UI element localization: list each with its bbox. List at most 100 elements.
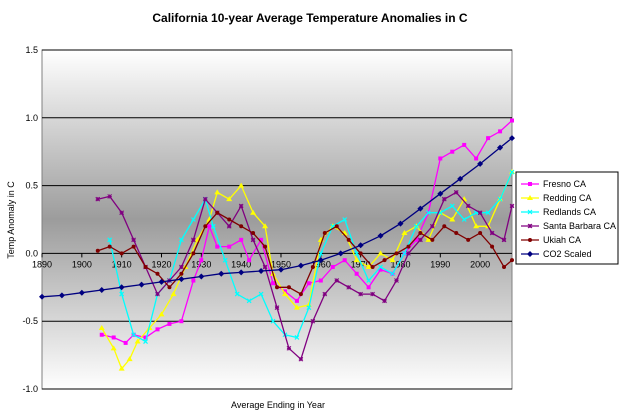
data-point	[489, 230, 495, 236]
data-point	[378, 267, 383, 272]
data-point	[382, 258, 387, 263]
data-point	[370, 291, 375, 297]
x-tick-label: 1900	[72, 259, 92, 269]
data-point	[461, 217, 467, 222]
data-point	[281, 291, 288, 297]
data-point	[131, 332, 137, 338]
data-point	[406, 251, 411, 256]
y-tick-label: 0.0	[25, 248, 38, 258]
data-point	[179, 264, 184, 270]
data-point	[509, 135, 515, 142]
data-point	[438, 156, 443, 161]
data-point	[406, 244, 411, 249]
data-point	[143, 335, 148, 340]
data-point	[457, 175, 464, 182]
data-point	[298, 356, 304, 362]
data-point	[222, 257, 228, 263]
data-point	[277, 266, 284, 273]
data-point	[441, 196, 447, 202]
data-point	[134, 338, 141, 344]
data-point	[450, 149, 455, 154]
data-point	[342, 258, 347, 263]
data-point	[239, 224, 244, 229]
data-point	[275, 285, 279, 290]
data-point	[477, 160, 484, 167]
x-tick-label: 1960	[311, 259, 331, 269]
data-point	[293, 304, 300, 310]
data-point	[354, 250, 360, 256]
data-point	[510, 258, 514, 263]
legend-item: Ukiah CA	[521, 235, 581, 245]
data-point	[466, 237, 471, 242]
data-point	[170, 291, 177, 297]
data-point	[250, 209, 257, 215]
data-point	[250, 237, 256, 243]
data-point	[258, 268, 265, 275]
data-point	[346, 237, 351, 242]
data-point	[107, 194, 113, 199]
data-point	[342, 217, 348, 222]
data-point	[527, 195, 533, 200]
data-point	[310, 264, 315, 269]
data-point	[401, 230, 408, 236]
data-point	[497, 144, 504, 151]
legend-label: Fresno CA	[543, 179, 586, 189]
x-tick-label: 1940	[231, 259, 251, 269]
data-point	[322, 231, 327, 236]
x-tick-label: 2000	[470, 259, 490, 269]
legend-item: Fresno CA	[521, 179, 586, 189]
data-point	[202, 196, 208, 202]
data-point	[490, 244, 495, 249]
data-point	[226, 196, 233, 202]
data-point	[357, 242, 364, 249]
data-point	[215, 244, 220, 249]
data-point	[430, 237, 435, 242]
data-point	[418, 237, 423, 243]
data-point	[226, 223, 232, 229]
data-point	[330, 264, 335, 269]
data-point	[365, 263, 372, 269]
x-axis-label: Average Ending in Year	[231, 400, 325, 410]
data-point	[95, 196, 101, 202]
data-point	[425, 210, 431, 216]
data-point	[119, 251, 124, 256]
data-point	[402, 250, 407, 256]
data-point	[110, 345, 117, 351]
data-point	[214, 189, 221, 195]
legend-label: Redding CA	[543, 193, 592, 203]
y-tick-labels: 1.5 1.0 0.5 0.0 -0.5 -1.0	[22, 45, 38, 394]
y-tick-label: -1.0	[22, 384, 38, 394]
data-point	[234, 291, 240, 297]
series-5	[39, 135, 515, 300]
data-point	[366, 285, 371, 290]
data-point	[258, 291, 264, 297]
data-point	[353, 257, 360, 263]
data-point	[306, 305, 312, 311]
x-tick-label: 1920	[151, 259, 171, 269]
data-point	[437, 190, 444, 197]
data-point	[118, 284, 125, 291]
series-0	[99, 118, 514, 345]
y-tick-label: -0.5	[22, 316, 38, 326]
data-point	[78, 289, 85, 296]
data-point	[227, 244, 232, 249]
data-point	[390, 271, 395, 277]
data-point	[389, 257, 396, 263]
chart-title: California 10-year Average Temperature A…	[152, 11, 468, 25]
data-point	[39, 293, 45, 300]
data-point	[317, 257, 324, 264]
data-point	[465, 203, 471, 209]
data-point	[95, 248, 100, 253]
legend: Fresno CA Redding CA Redlands CA Santa Barb…	[515, 171, 619, 265]
data-point	[527, 251, 533, 257]
data-point	[155, 291, 160, 297]
data-point	[297, 262, 304, 269]
data-point	[215, 210, 220, 215]
data-point	[413, 223, 419, 229]
y-tick-label: 1.5	[25, 45, 38, 55]
data-point	[377, 250, 384, 256]
data-point	[158, 278, 165, 285]
data-point	[123, 340, 128, 345]
data-point	[394, 251, 399, 256]
data-point	[131, 237, 136, 243]
